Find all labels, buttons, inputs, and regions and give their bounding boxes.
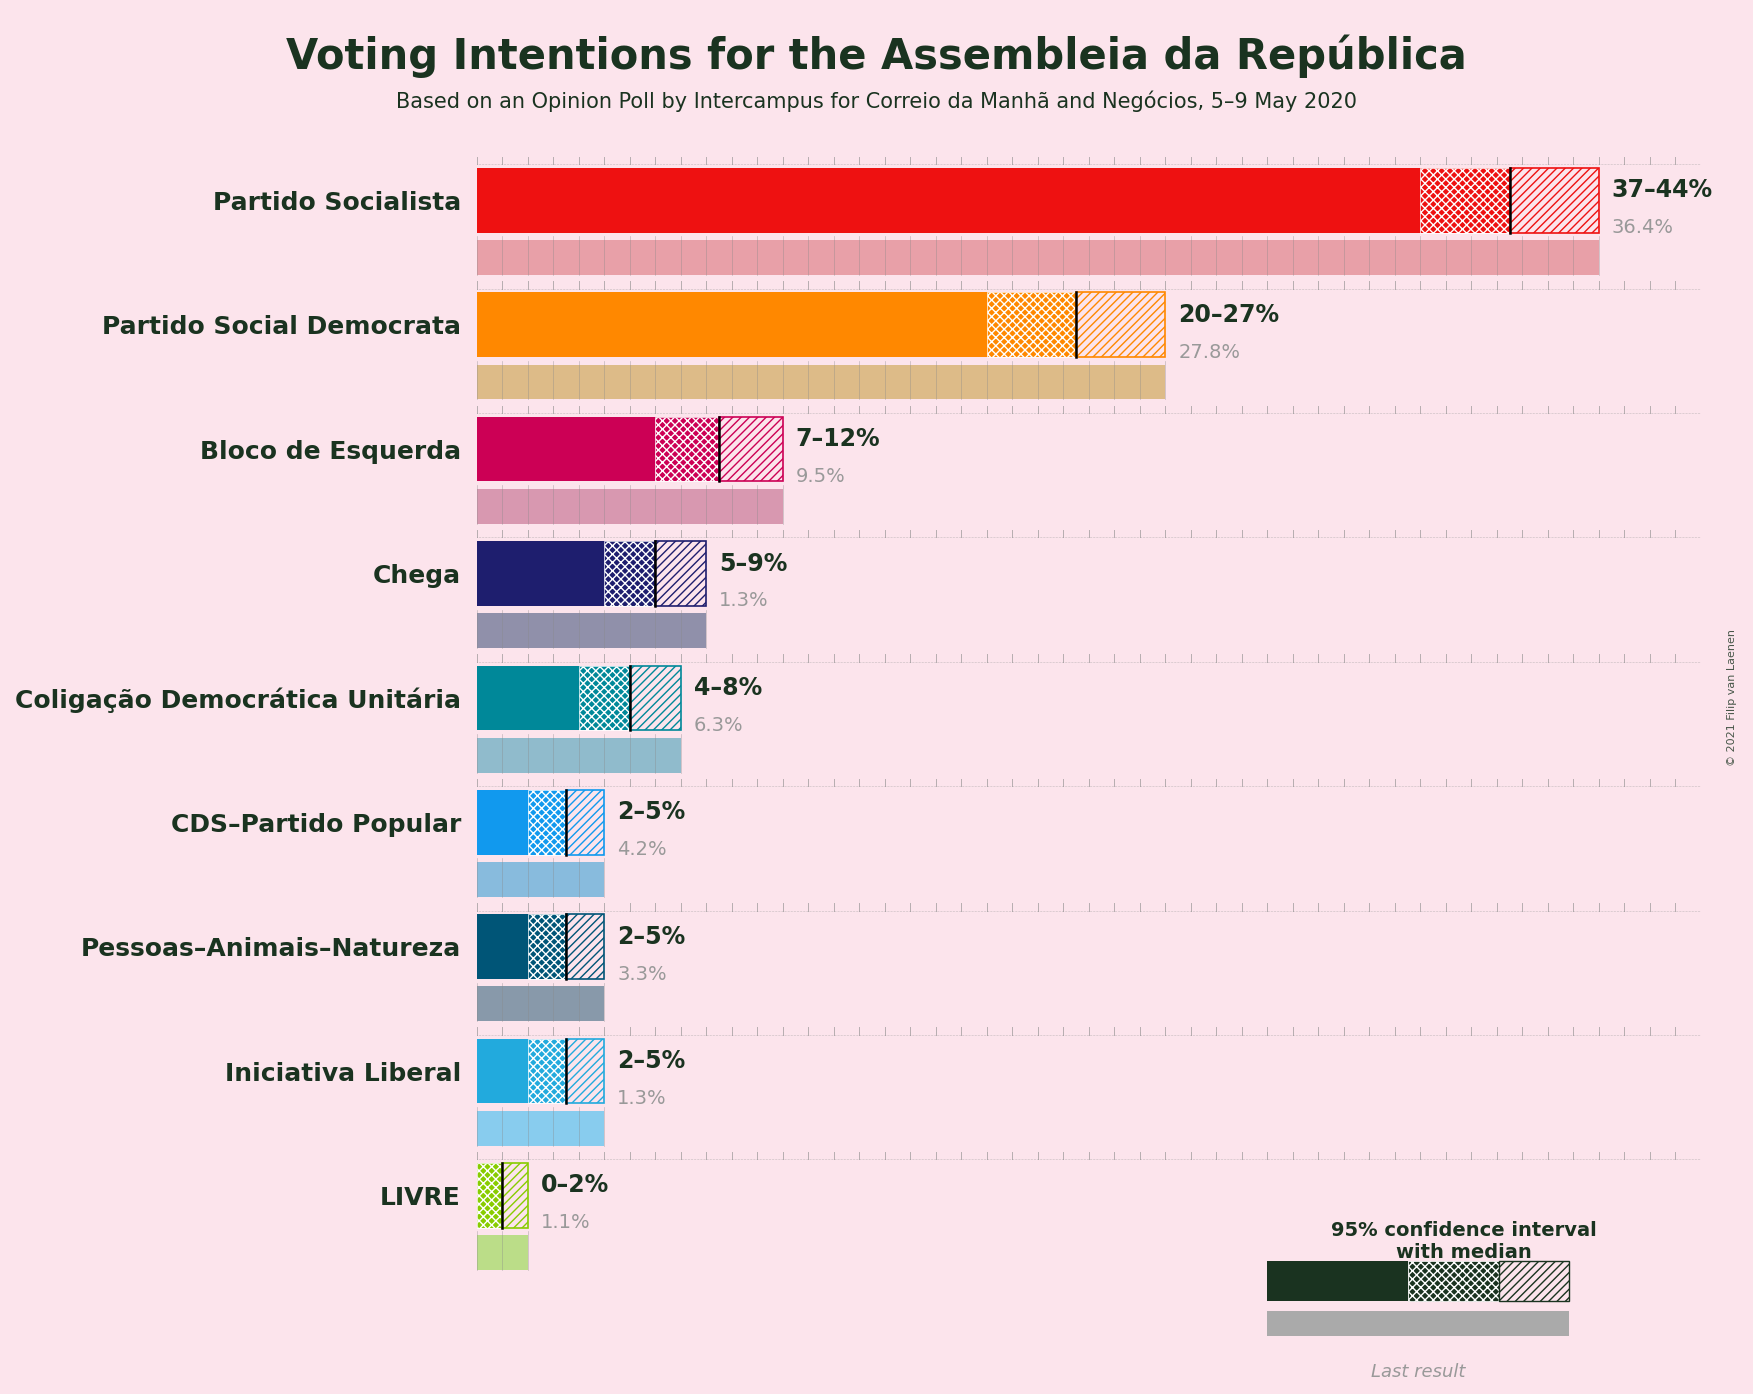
Bar xyxy=(477,1235,528,1270)
Bar xyxy=(629,665,680,730)
Bar xyxy=(503,1163,528,1228)
Bar xyxy=(528,1039,566,1104)
Bar xyxy=(477,665,578,730)
Bar xyxy=(566,790,605,855)
Text: Voting Intentions for the Assembleia da República: Voting Intentions for the Assembleia da … xyxy=(286,35,1467,78)
Bar xyxy=(477,293,987,357)
Bar xyxy=(578,665,629,730)
Bar xyxy=(477,1235,528,1270)
Bar xyxy=(477,365,1166,400)
Bar xyxy=(528,790,566,855)
Bar xyxy=(566,914,605,979)
Text: 2–5%: 2–5% xyxy=(617,800,685,824)
Bar xyxy=(1499,1262,1569,1301)
Bar xyxy=(477,987,605,1022)
Bar xyxy=(987,293,1076,357)
Text: 2–5%: 2–5% xyxy=(617,1050,685,1073)
Bar xyxy=(477,914,528,979)
Text: © 2021 Filip van Laenen: © 2021 Filip van Laenen xyxy=(1727,629,1737,765)
Text: 37–44%: 37–44% xyxy=(1611,178,1713,202)
Bar xyxy=(1509,169,1599,233)
Text: Based on an Opinion Poll by Intercampus for Correio da Manhã and Negócios, 5–9 M: Based on an Opinion Poll by Intercampus … xyxy=(396,91,1357,112)
Text: 4.2%: 4.2% xyxy=(617,841,666,859)
Bar xyxy=(1420,169,1509,233)
Bar xyxy=(656,417,719,481)
Text: 27.8%: 27.8% xyxy=(1178,343,1239,361)
Bar xyxy=(719,417,784,481)
Text: 95% confidence interval
with median: 95% confidence interval with median xyxy=(1331,1221,1597,1262)
Text: 6.3%: 6.3% xyxy=(694,715,743,735)
Bar xyxy=(477,613,706,648)
Bar xyxy=(528,914,566,979)
Text: 2–5%: 2–5% xyxy=(617,924,685,949)
Bar xyxy=(987,293,1076,357)
Text: 36.4%: 36.4% xyxy=(1611,219,1674,237)
Bar xyxy=(477,737,680,772)
Text: 7–12%: 7–12% xyxy=(796,427,880,452)
Bar xyxy=(528,790,566,855)
Bar xyxy=(477,240,1599,275)
Bar xyxy=(1267,1262,1408,1301)
Bar xyxy=(477,365,1166,400)
Bar xyxy=(1408,1262,1499,1301)
Text: 5–9%: 5–9% xyxy=(719,552,787,576)
Bar xyxy=(477,169,1420,233)
Bar xyxy=(477,417,656,481)
Bar xyxy=(1267,1312,1569,1335)
Text: 1.3%: 1.3% xyxy=(617,1089,666,1108)
Bar xyxy=(656,541,706,606)
Bar xyxy=(656,417,719,481)
Bar xyxy=(477,737,680,772)
Bar xyxy=(477,987,605,1022)
Bar xyxy=(605,541,656,606)
Bar xyxy=(477,489,784,524)
Bar xyxy=(477,861,605,896)
Bar xyxy=(477,1039,528,1104)
Text: 20–27%: 20–27% xyxy=(1178,302,1280,326)
Bar xyxy=(477,861,605,896)
Bar xyxy=(477,489,784,524)
Bar xyxy=(477,541,605,606)
Text: Last result: Last result xyxy=(1371,1363,1466,1381)
Bar xyxy=(477,790,528,855)
Bar xyxy=(477,1163,503,1228)
Bar xyxy=(605,541,656,606)
Bar xyxy=(566,1039,605,1104)
Text: 3.3%: 3.3% xyxy=(617,965,666,984)
Text: 0–2%: 0–2% xyxy=(540,1174,608,1197)
Bar xyxy=(578,665,629,730)
Bar xyxy=(528,914,566,979)
Bar xyxy=(477,240,1599,275)
Bar xyxy=(477,1163,503,1228)
Text: 9.5%: 9.5% xyxy=(796,467,845,487)
Bar xyxy=(477,1111,605,1146)
Bar xyxy=(528,1039,566,1104)
Bar xyxy=(477,613,706,648)
Text: 1.1%: 1.1% xyxy=(540,1213,591,1232)
Bar xyxy=(477,1111,605,1146)
Text: 4–8%: 4–8% xyxy=(694,676,763,700)
Bar xyxy=(1420,169,1509,233)
Bar xyxy=(1076,293,1166,357)
Text: 1.3%: 1.3% xyxy=(719,591,770,611)
